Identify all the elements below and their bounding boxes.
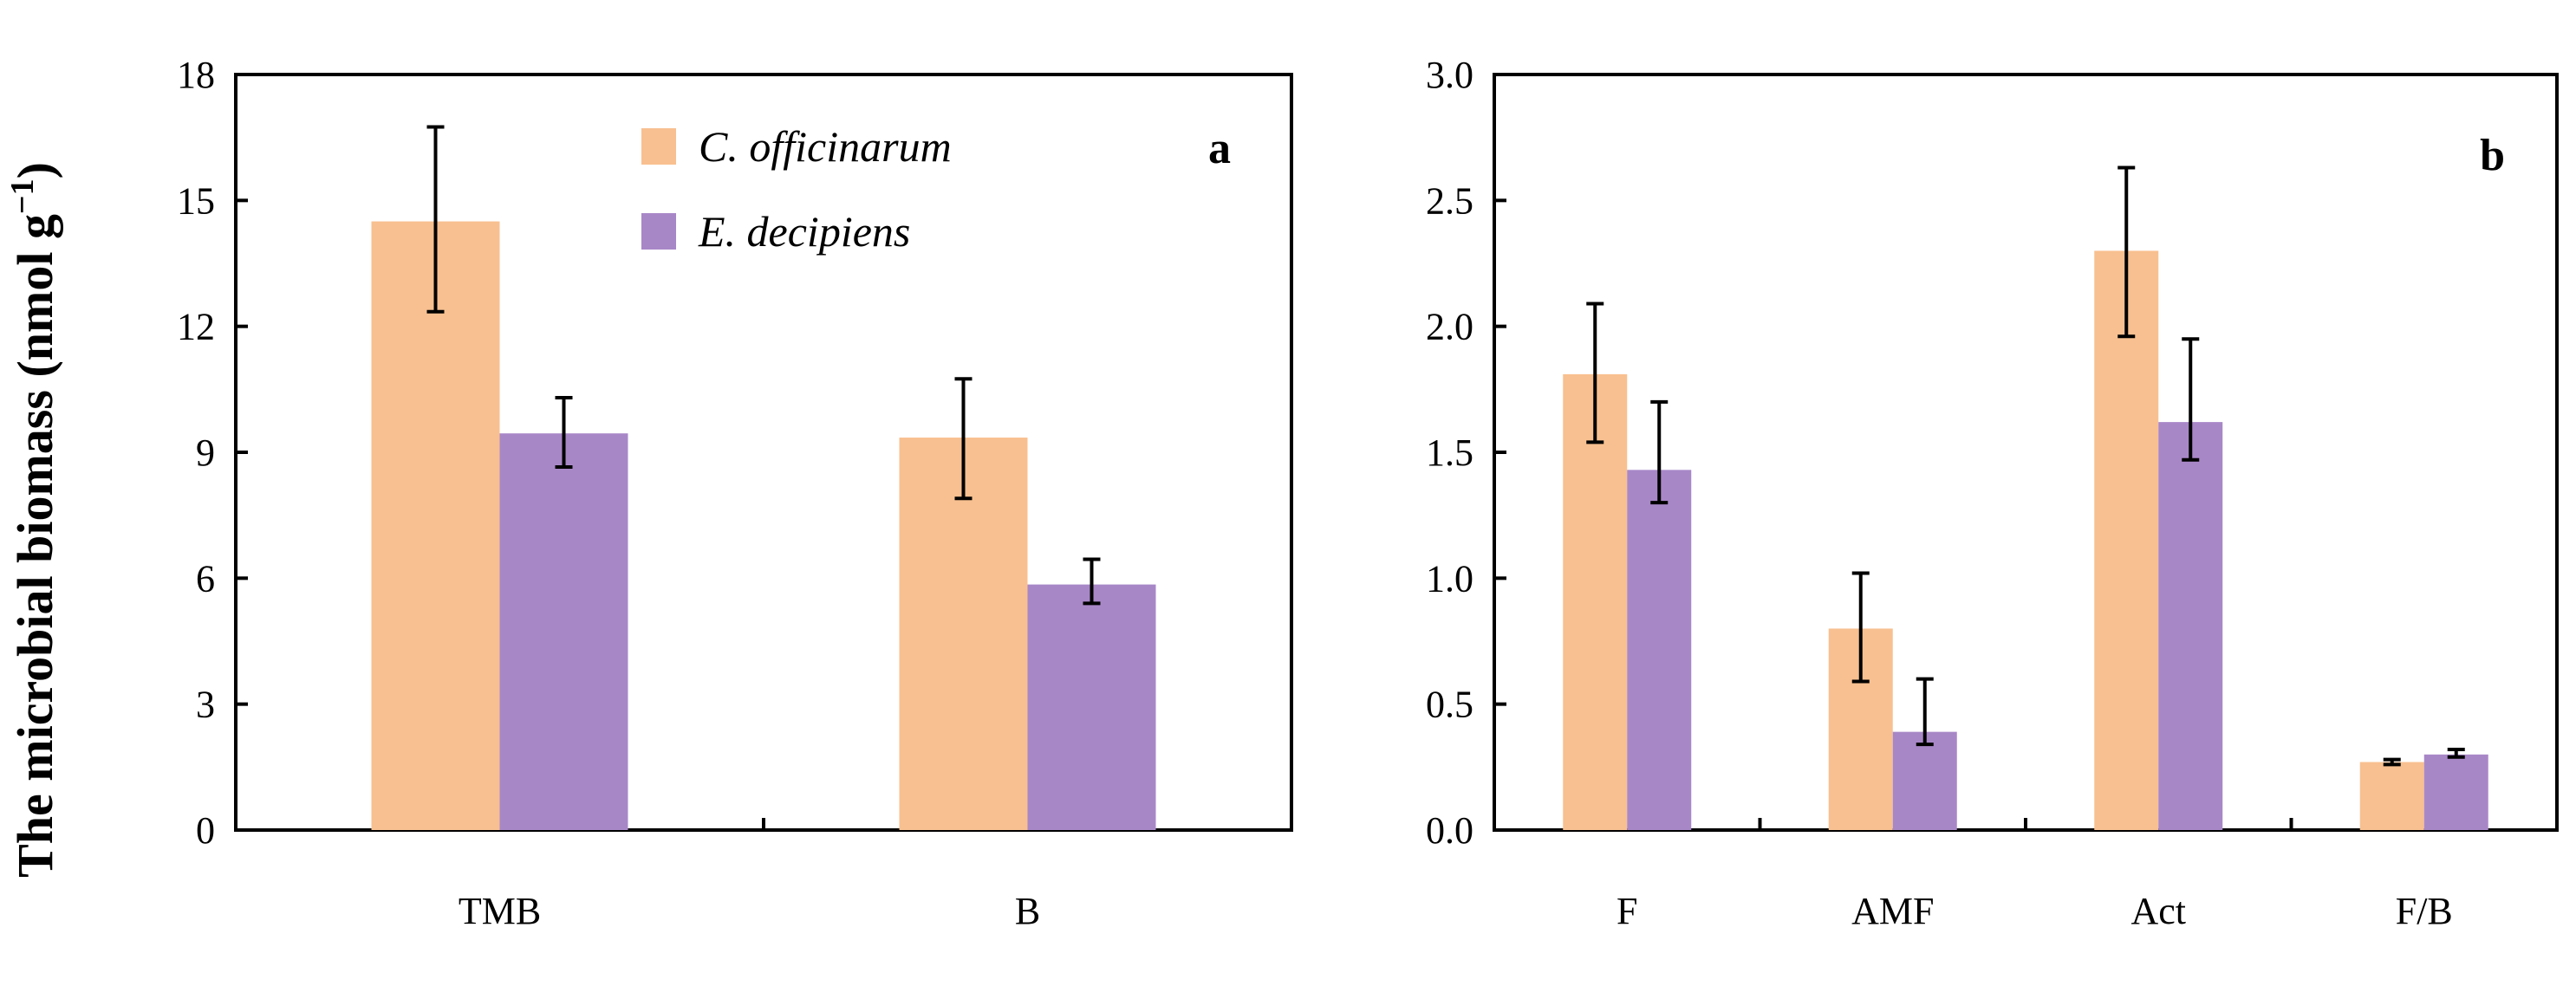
error-bar-b: [1916, 677, 1934, 747]
x-tick-label-b: F/B: [2396, 890, 2453, 932]
legend-swatch-e-decipiens: [641, 213, 676, 250]
error-bar-b: [1851, 571, 1870, 684]
panel-a-letter: a: [1208, 124, 1231, 173]
y-tick-label-b: 2.0: [1426, 306, 1473, 348]
y-tick-label-b: 2.5: [1426, 179, 1473, 222]
legend: C. officinarum E. decipiens: [641, 122, 952, 256]
bar-b-fb-c-officinarum: [2359, 762, 2424, 830]
bar-a-b-e-decipiens: [1027, 584, 1156, 830]
legend-label-c-officinarum: C. officinarum: [699, 122, 952, 171]
error-bar-b: [2447, 747, 2465, 759]
bar-b-f-e-decipiens: [1627, 470, 1692, 830]
bar-a-tmb-e-decipiens: [499, 433, 628, 830]
bar-b-fb-e-decipiens: [2423, 754, 2488, 830]
error-bar-b: [1586, 302, 1604, 444]
panel-b-letter: b: [2480, 131, 2505, 180]
y-tick-label-a: 15: [177, 179, 215, 222]
x-tick-label-a: B: [1015, 890, 1040, 932]
y-axis-label-close: ): [7, 162, 63, 178]
bar-b-amf-e-decipiens: [1892, 731, 1957, 830]
x-tick-label-b: F: [1617, 890, 1637, 932]
y-tick-label-a: 18: [177, 54, 215, 96]
panel-b: 0.0 0.5 1.0 1.5 2.0 2.5 3.0 F AMF Act F/B: [1426, 54, 2559, 932]
bar-a-tmb-c-officinarum: [371, 221, 500, 831]
x-tick-label-a: TMB: [459, 890, 541, 932]
bar-b-f-c-officinarum: [1563, 373, 1628, 831]
y-axis-label: The microbial biomass (nmol g−1): [4, 162, 63, 878]
bar-a-b-c-officinarum: [899, 438, 1028, 830]
y-axis-label-main: The microbial biomass (nmol g: [7, 214, 63, 878]
error-bar-a: [1083, 557, 1101, 606]
y-tick-label-b: 3.0: [1426, 54, 1473, 96]
legend-swatch-c-officinarum: [641, 128, 676, 165]
bar-b-act-c-officinarum: [2094, 250, 2159, 830]
error-bar-b: [2182, 337, 2200, 462]
y-tick-label-a: 6: [196, 557, 215, 600]
bar-b-act-e-decipiens: [2158, 422, 2223, 830]
y-axis-label-sup: −1: [4, 178, 41, 214]
error-bar-b: [2117, 165, 2136, 339]
y-tick-label-a: 12: [177, 306, 215, 348]
y-tick-label-b: 1.0: [1426, 557, 1473, 600]
error-bar-b: [1650, 399, 1669, 505]
error-bar-a: [954, 377, 973, 501]
y-tick-label-a: 9: [196, 431, 215, 474]
y-tick-label-a: 3: [196, 684, 215, 726]
y-tick-label-b: 1.5: [1426, 431, 1473, 474]
x-tick-label-b: AMF: [1851, 890, 1934, 932]
error-bar-a: [555, 396, 573, 469]
error-bar-b: [2383, 757, 2401, 767]
y-tick-label-b: 0.5: [1426, 684, 1473, 726]
error-bar-a: [426, 125, 445, 314]
x-tick-label-b: Act: [2130, 890, 2186, 932]
y-tick-label-b: 0.0: [1426, 809, 1473, 852]
y-tick-label-a: 0: [196, 809, 215, 852]
legend-label-e-decipiens: E. decipiens: [698, 207, 910, 256]
panel-a: 0 3 6 9 12 15 18 TMB B: [177, 54, 1293, 932]
